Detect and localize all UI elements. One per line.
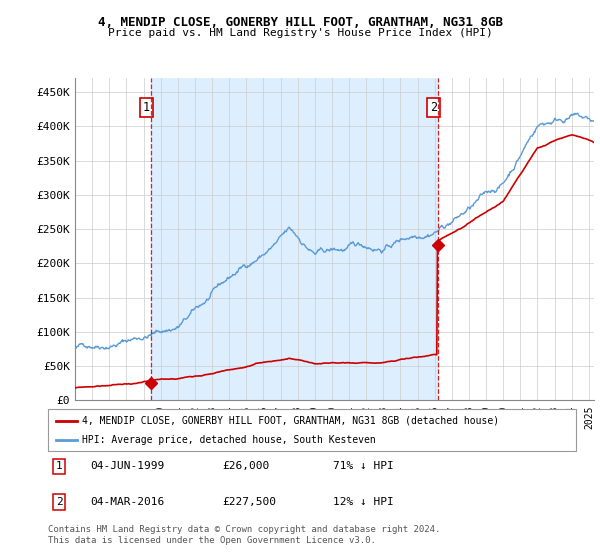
Text: Price paid vs. HM Land Registry's House Price Index (HPI): Price paid vs. HM Land Registry's House …	[107, 28, 493, 38]
Text: 2: 2	[430, 101, 437, 114]
Text: HPI: Average price, detached house, South Kesteven: HPI: Average price, detached house, Sout…	[82, 435, 376, 445]
Text: 1: 1	[56, 461, 62, 472]
Text: Contains HM Land Registry data © Crown copyright and database right 2024.
This d: Contains HM Land Registry data © Crown c…	[48, 525, 440, 545]
Text: 04-MAR-2016: 04-MAR-2016	[90, 497, 164, 507]
Text: 04-JUN-1999: 04-JUN-1999	[90, 461, 164, 472]
Text: 1: 1	[143, 101, 150, 114]
FancyBboxPatch shape	[48, 409, 576, 451]
Text: £26,000: £26,000	[222, 461, 269, 472]
Text: 71% ↓ HPI: 71% ↓ HPI	[333, 461, 394, 472]
Text: 12% ↓ HPI: 12% ↓ HPI	[333, 497, 394, 507]
Bar	[151, 78, 437, 400]
Text: 4, MENDIP CLOSE, GONERBY HILL FOOT, GRANTHAM, NG31 8GB (detached house): 4, MENDIP CLOSE, GONERBY HILL FOOT, GRAN…	[82, 416, 499, 426]
Text: 4, MENDIP CLOSE, GONERBY HILL FOOT, GRANTHAM, NG31 8GB: 4, MENDIP CLOSE, GONERBY HILL FOOT, GRAN…	[97, 16, 503, 29]
Text: £227,500: £227,500	[222, 497, 276, 507]
Text: 2: 2	[56, 497, 62, 507]
